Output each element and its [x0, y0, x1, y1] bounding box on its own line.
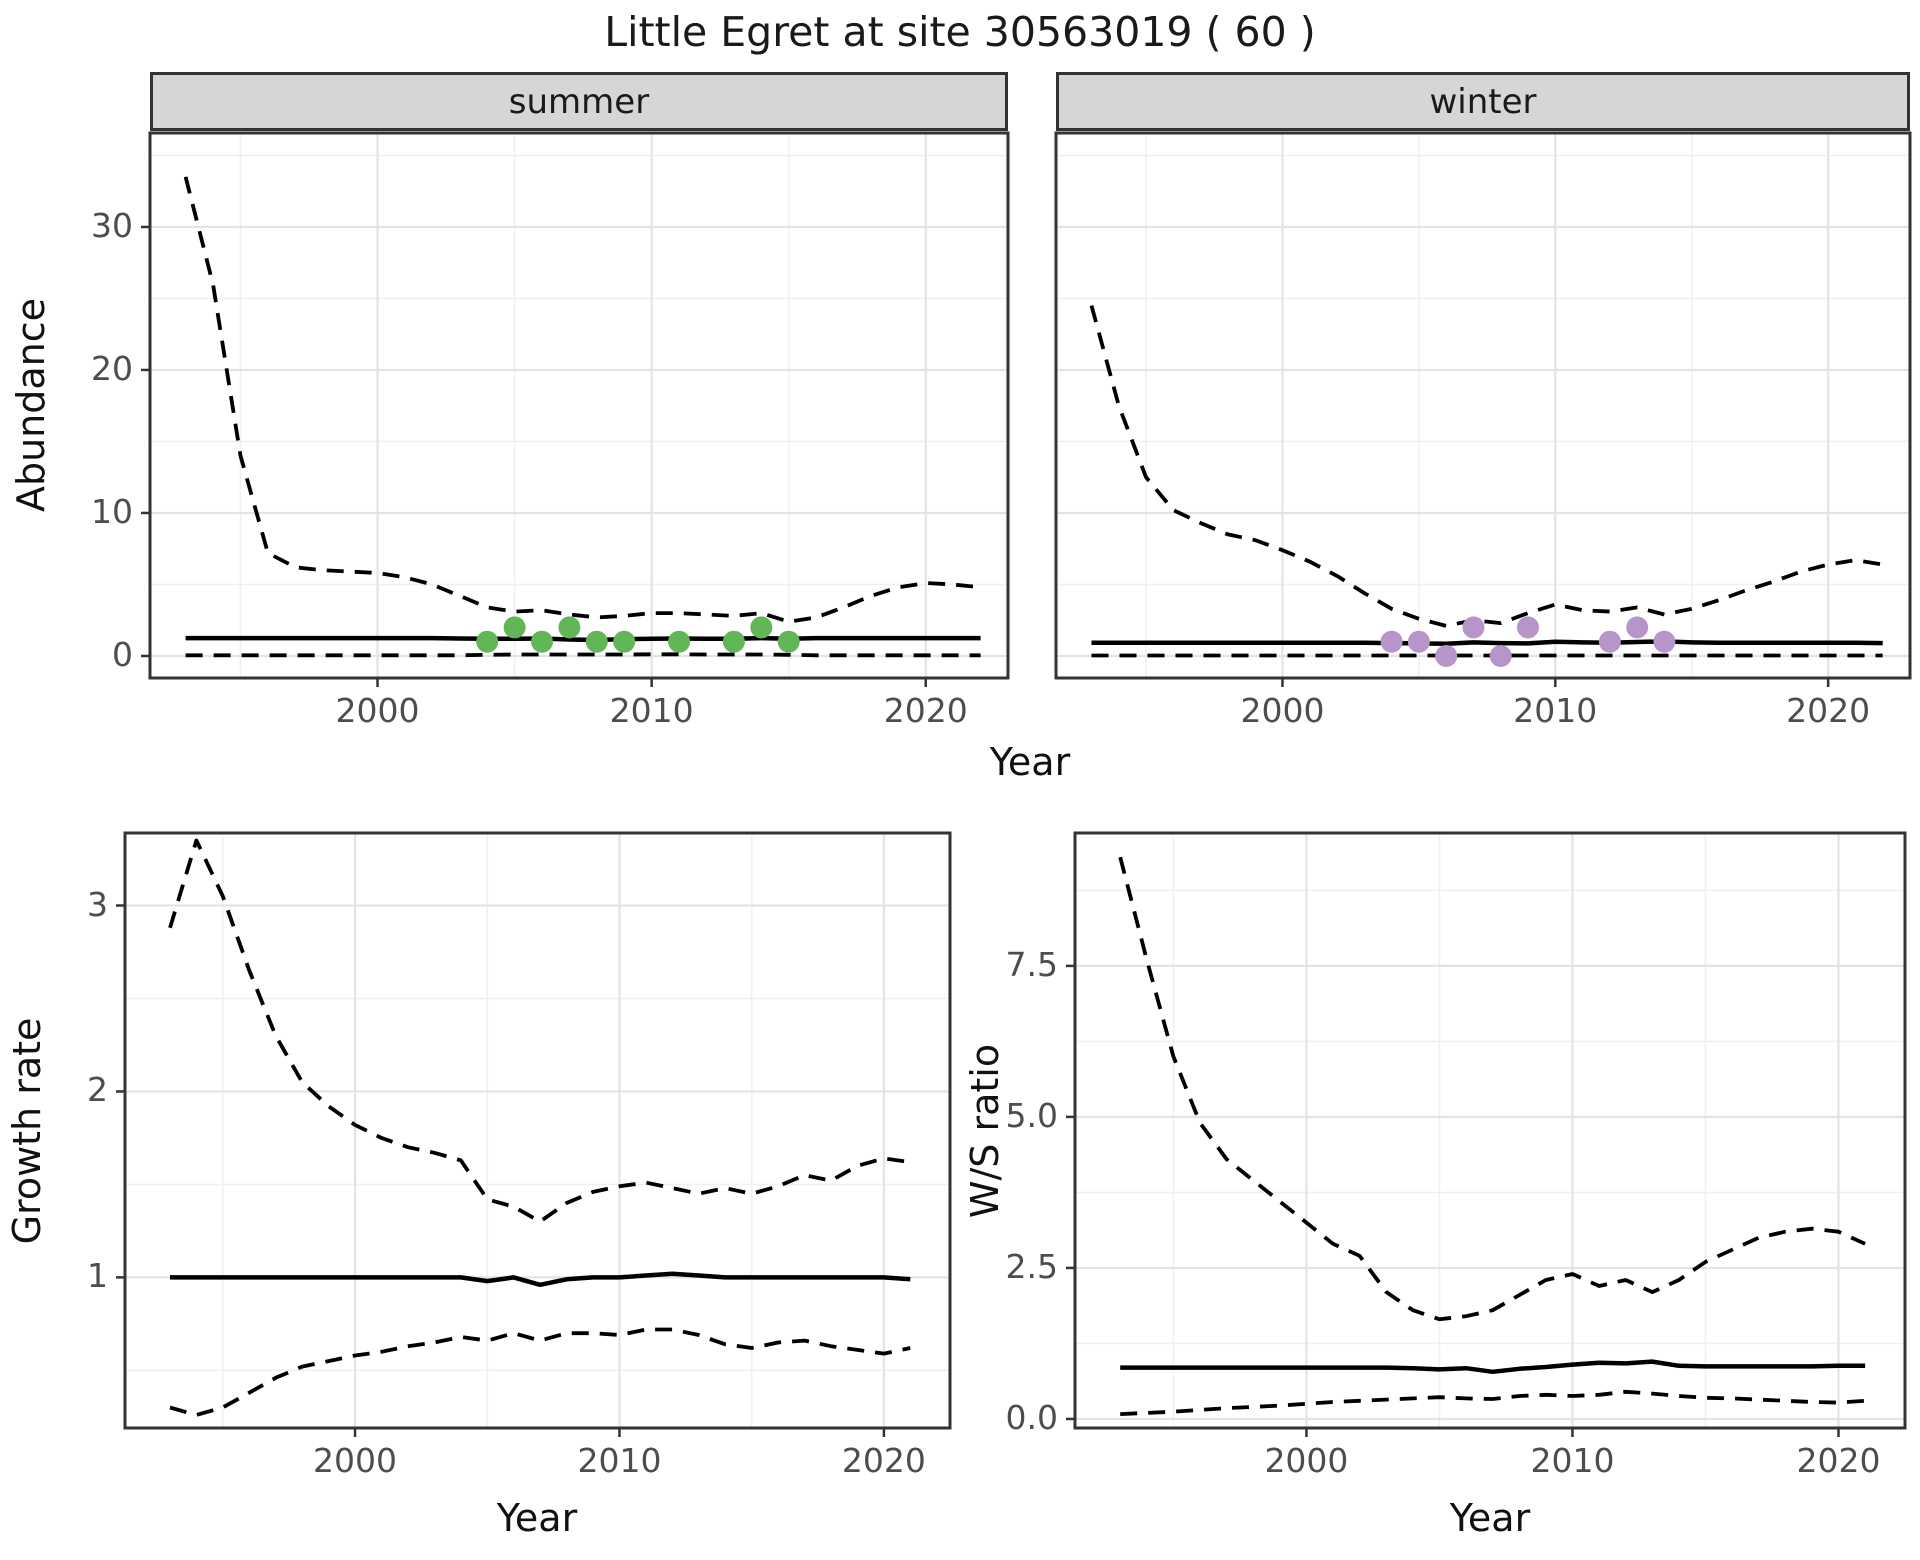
y-tick-label: 10 [91, 491, 133, 531]
y-tick-label: 0.0 [1005, 1397, 1058, 1437]
y-axis-title-growth-rate: Growth rate [5, 1017, 49, 1245]
y-tick-label: 30 [91, 205, 133, 245]
y-tick-label: 2.5 [1005, 1246, 1058, 1286]
y-tick-label: 0 [112, 634, 133, 674]
facet-strip-winter: winter [1056, 72, 1910, 131]
x-tick-label: 2010 [1530, 1441, 1615, 1480]
x-axis-title-year-growth: Year [496, 1496, 578, 1540]
x-tick-label: 2000 [313, 1441, 398, 1480]
x-tick-label: 2000 [1264, 1441, 1349, 1480]
x-tick-label: 2000 [1240, 691, 1325, 730]
facet-strip-summer: summer [150, 72, 1008, 131]
x-tick-label: 2010 [1513, 691, 1598, 730]
x-tick-label: 2020 [1786, 691, 1871, 730]
y-tick-label: 5.0 [1005, 1095, 1058, 1135]
x-tick-label: 2020 [883, 691, 968, 730]
facet-strip-label: winter [1429, 81, 1537, 122]
x-tick-label: 2020 [841, 1441, 926, 1480]
y-tick-label: 2 [87, 1070, 108, 1110]
x-tick-label: 2000 [335, 691, 420, 730]
x-tick-label: 2010 [609, 691, 694, 730]
x-tick-label: 2010 [577, 1441, 662, 1480]
page-title: Little Egret at site 30563019 ( 60 ) [604, 8, 1316, 56]
facet-strip-label: summer [508, 81, 650, 122]
y-tick-label: 1 [87, 1256, 108, 1296]
x-tick-label: 2020 [1796, 1441, 1881, 1480]
y-tick-label: 3 [87, 884, 108, 924]
y-tick-label: 20 [91, 348, 133, 388]
x-axis-title-year-ws: Year [1449, 1496, 1531, 1540]
x-axis-title-year-top: Year [989, 740, 1071, 784]
y-tick-label: 7.5 [1005, 944, 1058, 984]
